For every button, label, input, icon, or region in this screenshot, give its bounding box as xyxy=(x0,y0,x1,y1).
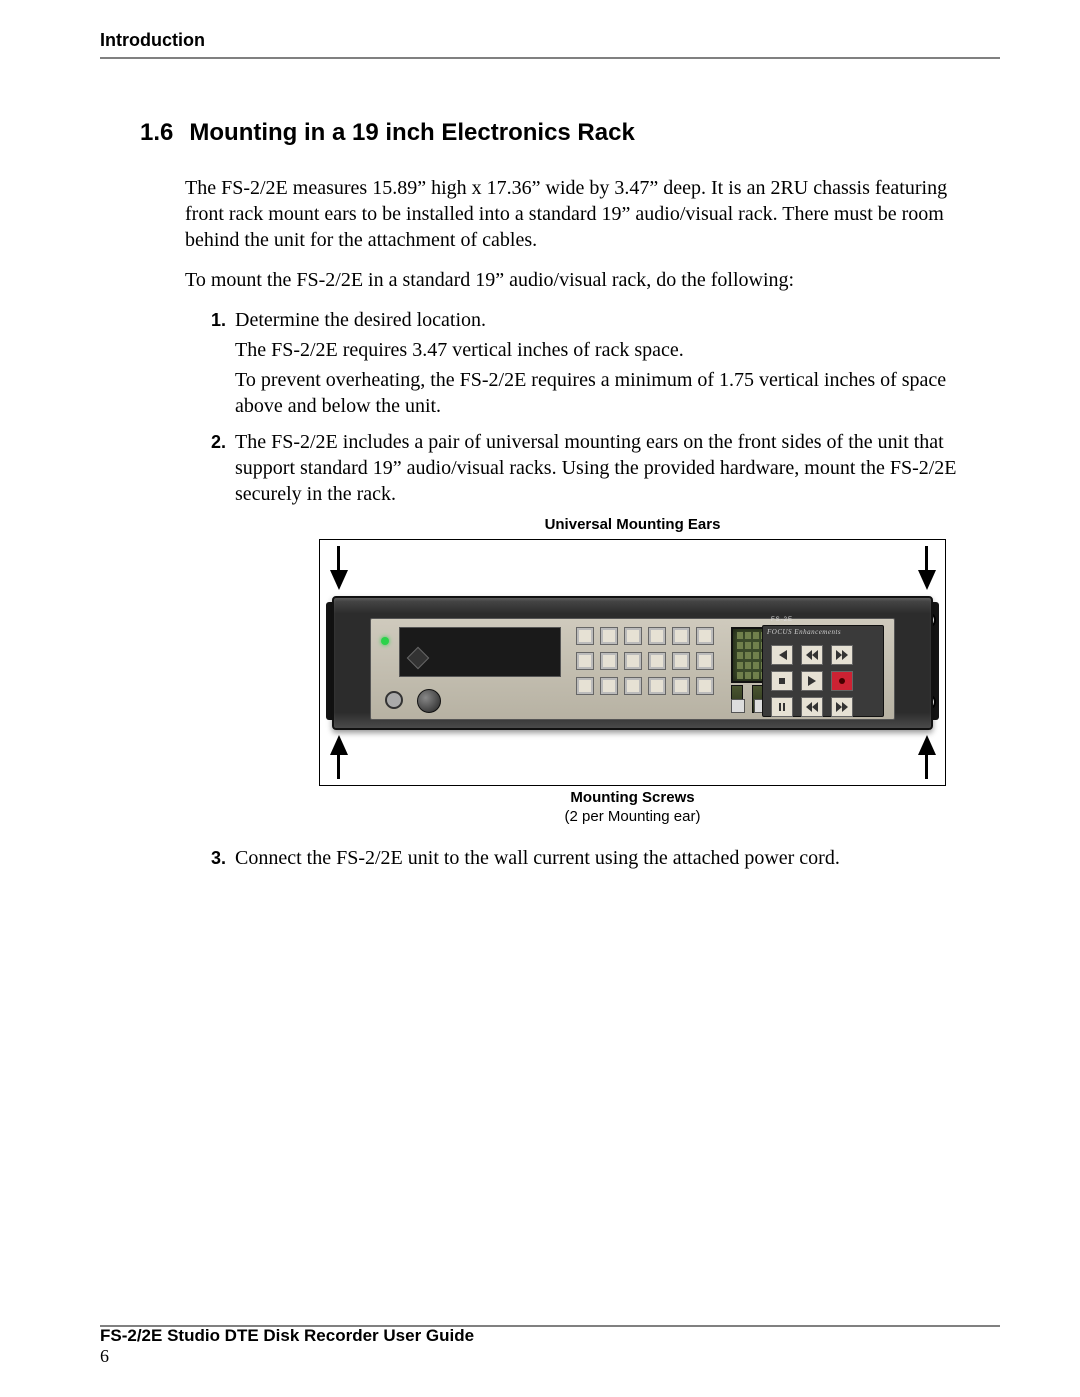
device-chassis: FS-2E xyxy=(332,596,933,730)
step-1-line-1: Determine the desired location. xyxy=(235,309,486,331)
panel-button xyxy=(600,677,618,695)
step-1-line-3: To prevent overheating, the FS-2/2E requ… xyxy=(235,367,980,419)
footer-page-number: 6 xyxy=(100,1346,474,1367)
model-label: FS-2E xyxy=(771,617,793,625)
arrow-stem xyxy=(337,546,340,570)
intro-paragraph-1: The FS-2/2E measures 15.89” high x 17.36… xyxy=(185,175,980,253)
figure-bottom-bold: Mounting Screws xyxy=(570,789,694,806)
step-3-text: Connect the FS-2/2E unit to the wall cur… xyxy=(235,847,840,869)
panel-button xyxy=(600,652,618,670)
pause-button xyxy=(771,697,793,717)
step-1: Determine the desired location. The FS-2… xyxy=(231,307,980,419)
brand-label: FOCUS Enhancements xyxy=(763,626,883,639)
arrow-stem xyxy=(925,546,928,570)
procedure-steps: Determine the desired location. The FS-2… xyxy=(195,307,980,871)
panel-button xyxy=(696,652,714,670)
step-back-button xyxy=(801,697,823,717)
arrow-up-icon xyxy=(918,735,936,755)
panel-button xyxy=(672,677,690,695)
prev-track-button xyxy=(771,645,793,665)
figure-bottom-callout: Mounting Screws (2 per Mounting ear) xyxy=(319,788,946,827)
transport-panel: FOCUS Enhancements xyxy=(762,625,884,717)
panel-button xyxy=(672,652,690,670)
document-page: Introduction 1.6 Mounting in a 19 inch E… xyxy=(0,0,1080,1397)
panel-button xyxy=(648,652,666,670)
device-face-panel: FS-2E xyxy=(370,618,895,720)
play-button xyxy=(801,671,823,691)
step-fwd-button xyxy=(831,697,853,717)
figure-frame: FS-2E xyxy=(319,539,946,786)
drive-slot xyxy=(399,627,561,677)
step-3: Connect the FS-2/2E unit to the wall cur… xyxy=(231,845,980,871)
figure-top-callout: Universal Mounting Ears xyxy=(319,515,946,535)
figure-bottom-plain: (2 per Mounting ear) xyxy=(565,808,701,825)
step-2: The FS-2/2E includes a pair of universal… xyxy=(231,429,980,827)
panel-button xyxy=(624,652,642,670)
panel-button xyxy=(648,627,666,645)
arrow-down-icon xyxy=(918,570,936,590)
center-button-grid xyxy=(576,627,714,695)
panel-button xyxy=(624,677,642,695)
section-title: Mounting in a 19 inch Electronics Rack xyxy=(189,119,634,147)
power-led-icon xyxy=(381,637,389,645)
step-2-text: The FS-2/2E includes a pair of universal… xyxy=(235,431,957,505)
arrow-up-icon xyxy=(330,735,348,755)
volume-knob-icon xyxy=(417,689,441,713)
intro-paragraph-2: To mount the FS-2/2E in a standard 19” a… xyxy=(185,267,980,293)
step-1-line-2: The FS-2/2E requires 3.47 vertical inche… xyxy=(235,337,980,363)
panel-button xyxy=(576,677,594,695)
meter-button xyxy=(731,699,745,713)
running-header: Introduction xyxy=(100,30,1000,59)
panel-button xyxy=(624,627,642,645)
panel-button xyxy=(576,652,594,670)
stop-button xyxy=(771,671,793,691)
figure-mounting: Universal Mounting Ears xyxy=(319,515,946,827)
arrow-down-icon xyxy=(330,570,348,590)
next-track-button xyxy=(831,645,853,665)
arrow-stem xyxy=(337,755,340,779)
panel-button xyxy=(576,627,594,645)
panel-button xyxy=(696,677,714,695)
section-number: 1.6 xyxy=(140,119,173,147)
page-footer: FS-2/2E Studio DTE Disk Recorder User Gu… xyxy=(100,1326,474,1367)
panel-button xyxy=(696,627,714,645)
panel-button xyxy=(672,627,690,645)
footer-guide-title: FS-2/2E Studio DTE Disk Recorder User Gu… xyxy=(100,1326,474,1346)
panel-button xyxy=(648,677,666,695)
headphone-jack-icon xyxy=(385,691,403,709)
arrow-stem xyxy=(925,755,928,779)
panel-button xyxy=(600,627,618,645)
section-heading: 1.6 Mounting in a 19 inch Electronics Ra… xyxy=(140,119,1000,147)
rewind-button xyxy=(801,645,823,665)
record-button xyxy=(831,671,853,691)
